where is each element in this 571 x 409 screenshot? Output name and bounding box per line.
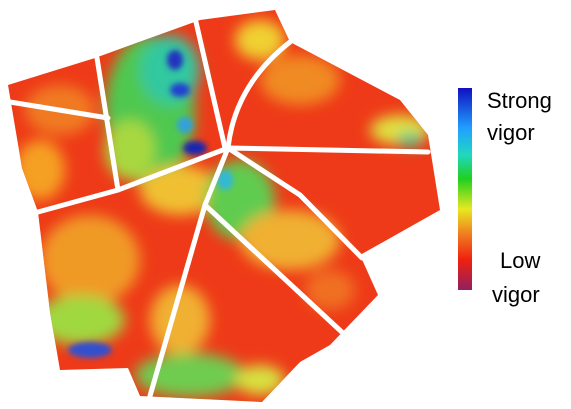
page: Strong vigor Low vigor (() => { const da… xyxy=(0,0,571,409)
vigor-map: Strong vigor Low vigor xyxy=(0,0,571,409)
legend-high-label: Strong xyxy=(487,88,552,113)
legend-high-label: vigor xyxy=(487,120,535,145)
legend-low-label: vigor xyxy=(492,282,540,307)
legend-low-label: Low xyxy=(500,248,540,273)
legend: Strong vigor Low vigor xyxy=(458,88,552,307)
color-bar xyxy=(458,88,472,290)
